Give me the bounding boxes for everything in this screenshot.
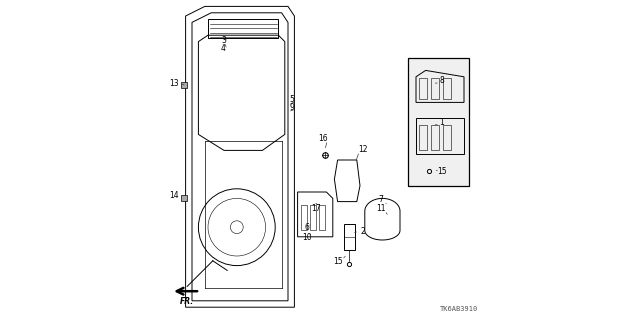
Text: 15: 15 [436, 167, 447, 176]
Text: 2: 2 [361, 227, 365, 236]
Bar [419, 125, 427, 150]
Text: 6: 6 [305, 223, 310, 232]
Text: 16: 16 [318, 134, 328, 143]
Bar [443, 125, 451, 150]
Bar [310, 205, 316, 230]
Text: 17: 17 [311, 204, 321, 213]
Text: 14: 14 [170, 191, 179, 200]
Text: 11: 11 [376, 204, 385, 213]
Text: FR.: FR. [180, 297, 195, 306]
Bar [431, 78, 439, 99]
Text: 12: 12 [358, 145, 368, 154]
Text: 1: 1 [439, 118, 444, 127]
Text: 5: 5 [290, 95, 294, 104]
Bar [443, 78, 451, 99]
Text: 13: 13 [170, 79, 179, 88]
Text: 4: 4 [221, 44, 226, 53]
Bar [319, 205, 325, 230]
Text: 9: 9 [290, 103, 294, 112]
Text: 7: 7 [378, 195, 383, 204]
Bar [301, 205, 307, 230]
Text: 10: 10 [302, 233, 312, 242]
Text: TK6AB3910: TK6AB3910 [440, 306, 479, 312]
Bar [431, 125, 439, 150]
Text: 8: 8 [439, 76, 444, 85]
Bar [419, 78, 427, 99]
Text: 3: 3 [221, 36, 226, 45]
Text: 15: 15 [333, 257, 342, 266]
Bar [408, 58, 468, 186]
